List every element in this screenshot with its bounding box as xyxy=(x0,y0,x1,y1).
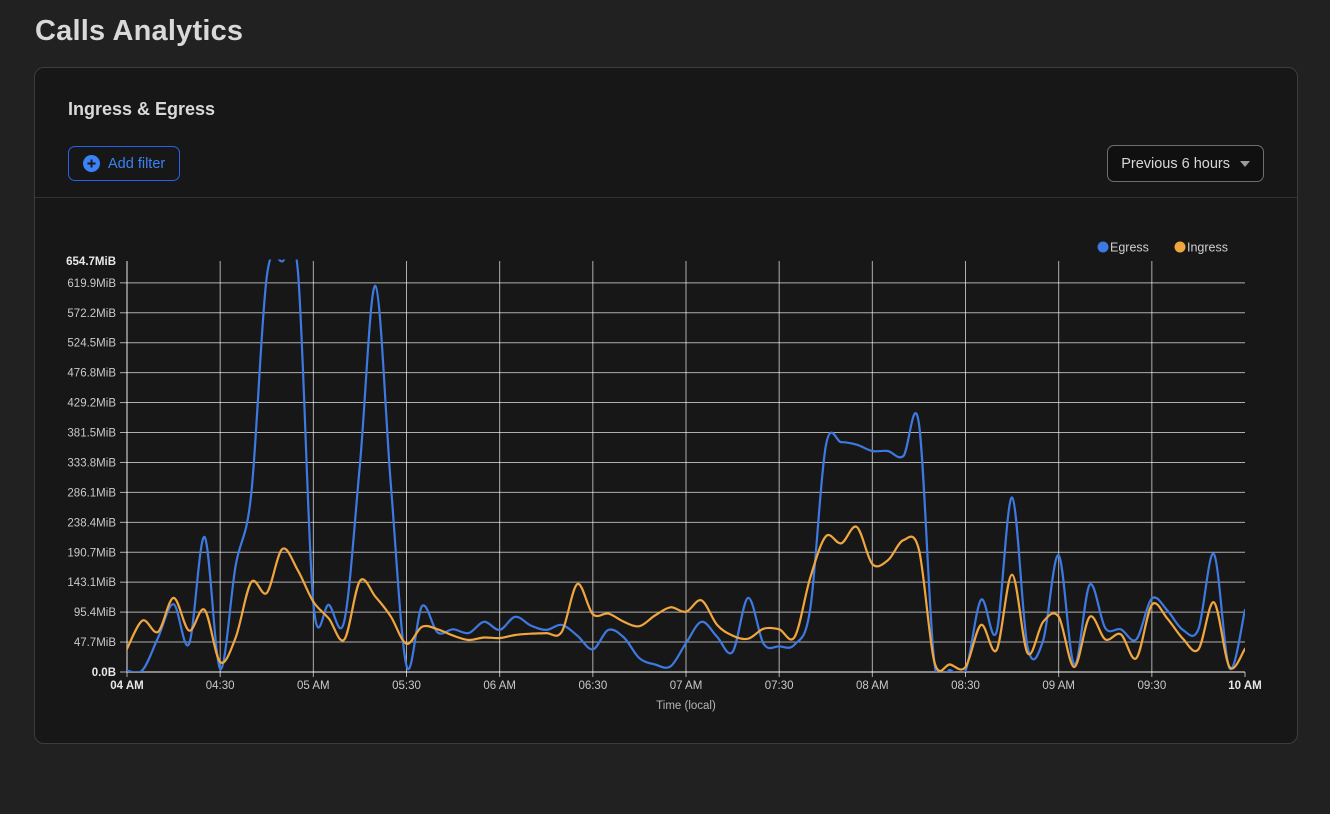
y-tick-label: 654.7MiB xyxy=(66,256,116,268)
legend-label: Egress xyxy=(1110,241,1149,255)
time-range-label: Previous 6 hours xyxy=(1121,155,1230,172)
add-filter-label: Add filter xyxy=(108,155,166,172)
ingress-egress-panel: Ingress & Egress Add filter Previous 6 h… xyxy=(34,67,1298,744)
legend-dot xyxy=(1097,241,1109,253)
y-tick-label: 429.2MiB xyxy=(67,398,116,410)
x-tick-label: 07 AM xyxy=(670,680,703,692)
x-tick-label: 04:30 xyxy=(206,680,235,692)
legend-dot xyxy=(1174,241,1186,253)
y-tick-label: 95.4MiB xyxy=(74,607,117,619)
plus-circle-icon xyxy=(83,155,100,172)
y-tick-label: 143.1MiB xyxy=(67,577,116,589)
y-tick-label: 381.5MiB xyxy=(67,428,116,440)
x-tick-label: 06:30 xyxy=(578,680,607,692)
y-tick-label: 286.1MiB xyxy=(67,487,116,499)
series-group xyxy=(127,259,1245,672)
series-line-ingress xyxy=(127,525,1245,672)
timeseries-chart[interactable]: 0.0B 47.7MiB 95.4MiB 143.1MiB 190.7MiB 238.4M… xyxy=(35,198,1297,743)
x-tick-label: 08 AM xyxy=(856,680,889,692)
panel-divider xyxy=(35,197,1297,198)
y-tick-label: 0.0B xyxy=(92,667,116,679)
x-tick-label: 05 AM xyxy=(297,680,330,692)
chevron-down-icon xyxy=(1240,160,1250,167)
x-tick-label: 09:30 xyxy=(1137,680,1166,692)
y-tick-label: 476.8MiB xyxy=(67,368,116,380)
legend-item-ingress[interactable]: Ingress xyxy=(1174,241,1229,255)
x-tick-label: 05:30 xyxy=(392,680,421,692)
x-tick-label: 08:30 xyxy=(951,680,980,692)
time-range-dropdown[interactable]: Previous 6 hours xyxy=(1107,145,1264,182)
y-tick-label: 572.2MiB xyxy=(67,308,116,320)
panel-header: Ingress & Egress Add filter Previous 6 h… xyxy=(35,68,1297,197)
x-axis-title: Time (local) xyxy=(656,700,716,712)
legend-label: Ingress xyxy=(1187,241,1228,255)
x-tick-label: 06 AM xyxy=(483,680,516,692)
x-tick-label: 07:30 xyxy=(765,680,794,692)
panel-title: Ingress & Egress xyxy=(68,99,216,119)
series-line-egress xyxy=(127,259,1245,672)
y-tick-label: 47.7MiB xyxy=(74,637,117,649)
y-tick-label: 238.4MiB xyxy=(67,517,116,529)
y-tick-label: 333.8MiB xyxy=(67,457,116,469)
x-tick-label: 04 AM xyxy=(110,680,143,692)
panel-toolbar: Add filter Previous 6 hours xyxy=(68,145,1264,197)
y-tick-label: 619.9MiB xyxy=(67,278,116,290)
y-tick-label: 190.7MiB xyxy=(67,547,116,559)
x-tick-label: 10 AM xyxy=(1228,680,1261,692)
chart-svg[interactable]: 0.0B 47.7MiB 95.4MiB 143.1MiB 190.7MiB 238.4M… xyxy=(35,198,1296,743)
y-tick-label: 524.5MiB xyxy=(67,338,116,350)
legend-item-egress[interactable]: Egress xyxy=(1097,241,1149,255)
add-filter-button[interactable]: Add filter xyxy=(68,146,181,181)
x-tick-label: 09 AM xyxy=(1042,680,1075,692)
page-title: Calls Analytics xyxy=(35,15,244,47)
